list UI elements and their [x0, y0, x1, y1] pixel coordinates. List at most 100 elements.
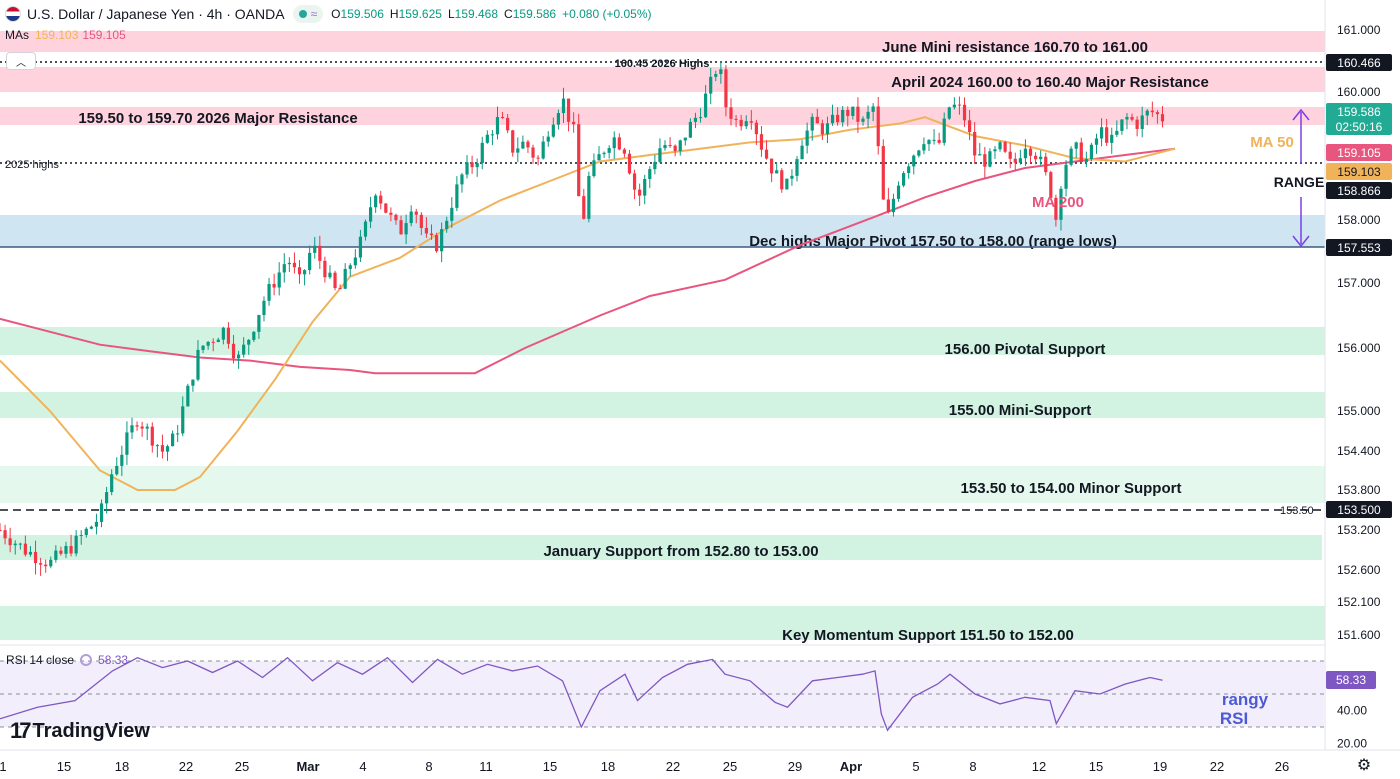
candle-body: [318, 245, 322, 261]
candle-body: [805, 130, 809, 146]
candle-body: [1054, 197, 1058, 220]
candle-body: [170, 433, 175, 447]
rsi-value-tag: [1326, 671, 1376, 689]
symbol-title[interactable]: U.S. Dollar / Japanese Yen · 4h · OANDA: [27, 6, 285, 22]
candle-body: [678, 140, 682, 152]
candle-body: [521, 141, 525, 149]
rsi-note-line1: rangy: [1222, 690, 1269, 709]
candle-body: [825, 123, 830, 135]
candle-body: [622, 149, 626, 154]
candle-body: [1023, 148, 1028, 159]
candle-body: [1140, 115, 1144, 129]
candle-body: [836, 114, 840, 123]
highs-2025-label: 2025 highs: [5, 159, 59, 171]
candle-body: [511, 130, 515, 153]
approx-icon: ≈: [310, 7, 318, 21]
candle-body: [907, 166, 911, 174]
candle-body: [490, 134, 495, 136]
candle-body: [577, 124, 581, 197]
candle-body: [404, 223, 408, 235]
rsi-tick-label: 40.00: [1337, 704, 1367, 718]
candle-body: [94, 521, 99, 527]
candle-body: [830, 114, 835, 124]
zone-5: [0, 392, 1325, 418]
candle-body: [465, 162, 469, 175]
candle-body: [130, 425, 134, 433]
candle-body: [643, 178, 647, 196]
candle-body: [572, 121, 576, 125]
candle-body: [18, 543, 22, 545]
candle-body: [165, 446, 170, 452]
candle-body: [891, 198, 896, 213]
candle-body: [1039, 156, 1043, 160]
candle-body: [902, 173, 906, 186]
candle-body: [506, 117, 510, 131]
candle-body: [150, 426, 154, 446]
time-tick-label: 29: [788, 759, 802, 774]
candle-body: [983, 154, 987, 167]
candle-body: [876, 106, 880, 147]
candle-body: [445, 220, 449, 230]
price-tick-label: 152.100: [1337, 595, 1381, 609]
candle-body: [516, 148, 520, 153]
ma200-annotation: MA 200: [1032, 194, 1084, 211]
tradingview-logo-text: TradingView: [32, 719, 150, 742]
time-tick-label: 25: [723, 759, 737, 774]
candle-body: [790, 175, 794, 179]
candle-body: [886, 199, 890, 213]
candle-body: [135, 425, 139, 427]
candle-body: [617, 137, 621, 150]
candle-body: [399, 220, 403, 235]
candle-body: [988, 151, 992, 167]
tradingview-logo[interactable]: 17 TradingView: [10, 718, 150, 744]
price-tick-label: 157.000: [1337, 276, 1381, 290]
candle-body: [546, 136, 550, 142]
zone-label: June Mini resistance 160.70 to 161.00: [882, 39, 1148, 56]
rsi-note-line2: RSI: [1220, 709, 1248, 728]
candle-body: [942, 118, 946, 143]
collapse-legend-button[interactable]: ︿: [6, 52, 36, 70]
candle-body: [531, 147, 535, 158]
candle-body: [759, 134, 764, 150]
price-tag-label: 159.586: [1337, 105, 1381, 119]
candle-body: [1018, 158, 1022, 163]
candle-body: [59, 550, 63, 554]
candle-body: [820, 123, 824, 135]
candle-body: [947, 107, 951, 119]
candle-body: [1079, 142, 1083, 163]
price-tag-label: 153.500: [1337, 503, 1381, 517]
candle-body: [937, 139, 941, 143]
candle-body: [749, 121, 753, 123]
zone-label: April 2024 160.00 to 160.40 Major Resist…: [891, 74, 1209, 91]
candle-body: [632, 173, 637, 190]
candle-body: [247, 339, 251, 345]
candle-body: [1135, 119, 1139, 129]
ma-legend[interactable]: MAs 159.103 159.105: [5, 28, 126, 42]
zone-2: [0, 107, 1325, 125]
market-status-badge[interactable]: ≈: [292, 5, 324, 23]
candle-body: [313, 245, 317, 253]
candle-body: [363, 221, 368, 237]
price-tick-label: 153.800: [1337, 483, 1381, 497]
candle-body: [186, 385, 190, 407]
candle-body: [89, 526, 93, 529]
candle-body: [1105, 127, 1109, 143]
ohlc-high: H159.625: [389, 7, 442, 21]
rsi-band: [0, 661, 1325, 727]
price-tag: [1326, 54, 1392, 71]
candle-body: [704, 93, 708, 118]
candle-body: [1069, 148, 1073, 165]
time-tick-label: 15: [543, 759, 557, 774]
candle-body: [658, 148, 662, 162]
level-15350-label: 153.50: [1280, 505, 1314, 517]
candle-body: [196, 349, 200, 380]
candle-body: [257, 315, 261, 332]
gear-icon[interactable]: ⚙: [1356, 757, 1372, 774]
candle-body: [252, 331, 256, 340]
candle-body: [648, 169, 652, 179]
currency-flag-icon: [5, 6, 21, 22]
rsi-legend[interactable]: RSI 14 close 58.33: [6, 653, 128, 667]
candle-body: [470, 162, 474, 168]
candle-body: [434, 235, 439, 252]
